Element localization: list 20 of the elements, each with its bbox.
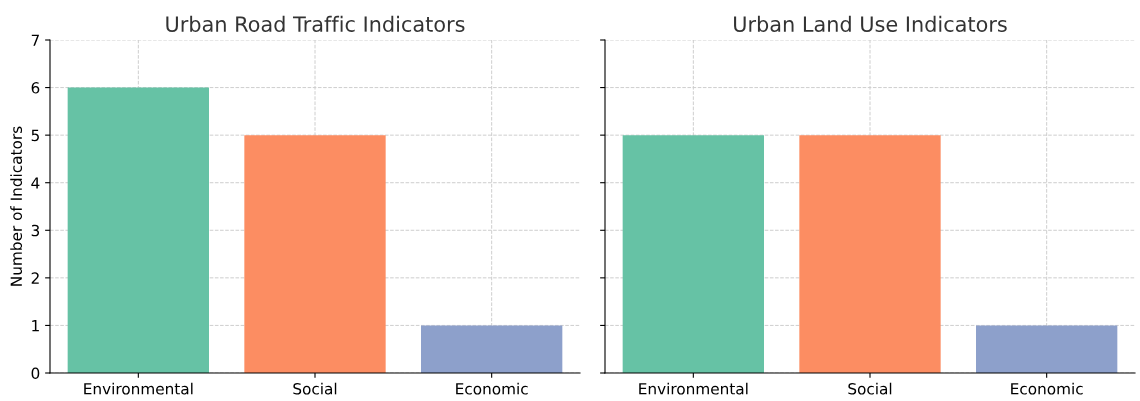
bar: [421, 325, 563, 373]
bar: [244, 135, 386, 373]
x-tick-label: Economic: [456, 382, 528, 395]
chart-title: Urban Road Traffic Indicators: [166, 15, 465, 32]
y-tick-label: 3: [31, 224, 40, 237]
bar: [67, 87, 209, 373]
x-tick-label: Environmental: [639, 382, 748, 395]
y-tick-label: 7: [31, 34, 39, 46]
y-axis-title: Number of Indicators: [10, 126, 23, 286]
x-tick-label: Economic: [1011, 382, 1083, 395]
y-tick-label: 0: [31, 367, 40, 380]
x-tick-label: Social: [848, 382, 892, 395]
y-tick-label: 5: [31, 129, 39, 142]
y-tick-label: 6: [31, 82, 40, 94]
y-tick-label: 2: [31, 272, 39, 284]
y-tick-label: 1: [32, 320, 39, 332]
chart-title: Urban Land Use Indicators: [734, 15, 1007, 32]
x-tick-label: Social: [293, 382, 337, 395]
y-tick-label: 4: [31, 177, 40, 189]
x-tick-label: Environmental: [84, 382, 193, 395]
